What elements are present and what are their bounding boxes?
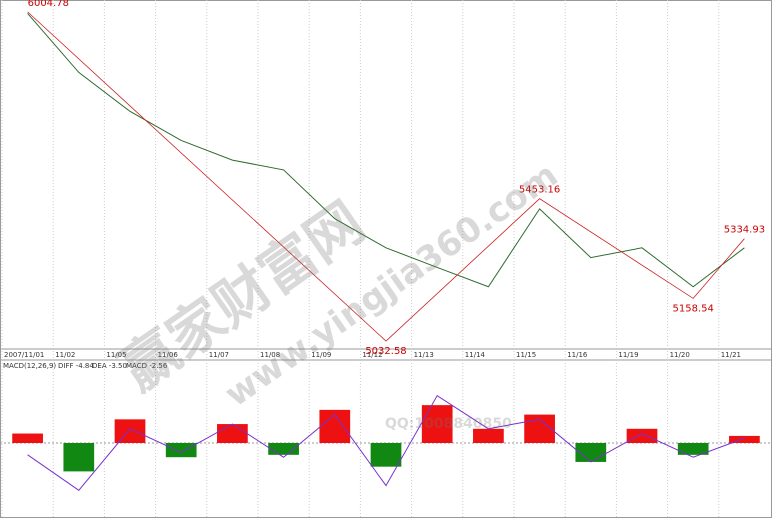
macd-bar bbox=[421, 405, 453, 443]
macd-bar bbox=[729, 435, 760, 443]
x-tick-label: 2007/11/01 bbox=[4, 351, 44, 359]
x-tick-label: 11/02 bbox=[55, 351, 75, 359]
macd-bar bbox=[12, 433, 43, 443]
x-tick-label: 11/16 bbox=[567, 351, 588, 359]
pivot-label: 5158.54 bbox=[673, 303, 714, 314]
x-tick-label: 11/09 bbox=[311, 351, 331, 359]
x-tick-label: 11/06 bbox=[158, 351, 179, 359]
diff-line bbox=[27, 394, 745, 492]
macd-bar bbox=[626, 428, 658, 443]
x-tick-label: 11/08 bbox=[260, 351, 280, 359]
x-tick-label: 11/15 bbox=[516, 351, 536, 359]
pivot-label: 6004.78 bbox=[28, 0, 69, 9]
price-line bbox=[27, 13, 745, 288]
macd-legend: DIFF -4.84 bbox=[58, 362, 94, 370]
x-tick-label: 11/21 bbox=[721, 351, 741, 359]
macd-bar bbox=[677, 443, 709, 455]
macd-bar bbox=[473, 428, 504, 443]
x-tick-label: 11/05 bbox=[106, 351, 126, 359]
zigzag-line bbox=[27, 11, 745, 342]
watermark: QQ:1008840850 bbox=[385, 416, 512, 432]
macd-bar bbox=[114, 419, 146, 443]
macd-bar bbox=[217, 424, 248, 443]
x-tick-label: 11/13 bbox=[414, 351, 434, 359]
macd-bar bbox=[165, 443, 197, 458]
pivot-label: 5453.16 bbox=[519, 185, 560, 196]
macd-bar bbox=[63, 443, 95, 472]
macd-legend: MACD -2.56 bbox=[126, 362, 168, 370]
x-tick-label: 11/19 bbox=[618, 351, 638, 359]
macd-title: MACD(12,26,9) bbox=[3, 362, 56, 370]
macd-bar bbox=[370, 443, 402, 467]
x-tick-label: 11/07 bbox=[209, 351, 229, 359]
x-tick-label: 11/14 bbox=[465, 351, 486, 359]
macd-legend: DEA -3.50 bbox=[92, 362, 127, 370]
pivot-label: 5032.58 bbox=[365, 346, 406, 357]
x-tick-label: 11/20 bbox=[670, 351, 690, 359]
pivot-label: 5334.93 bbox=[724, 225, 765, 236]
macd-bar bbox=[268, 443, 299, 455]
x-tick-label: 11/12 bbox=[362, 351, 382, 359]
